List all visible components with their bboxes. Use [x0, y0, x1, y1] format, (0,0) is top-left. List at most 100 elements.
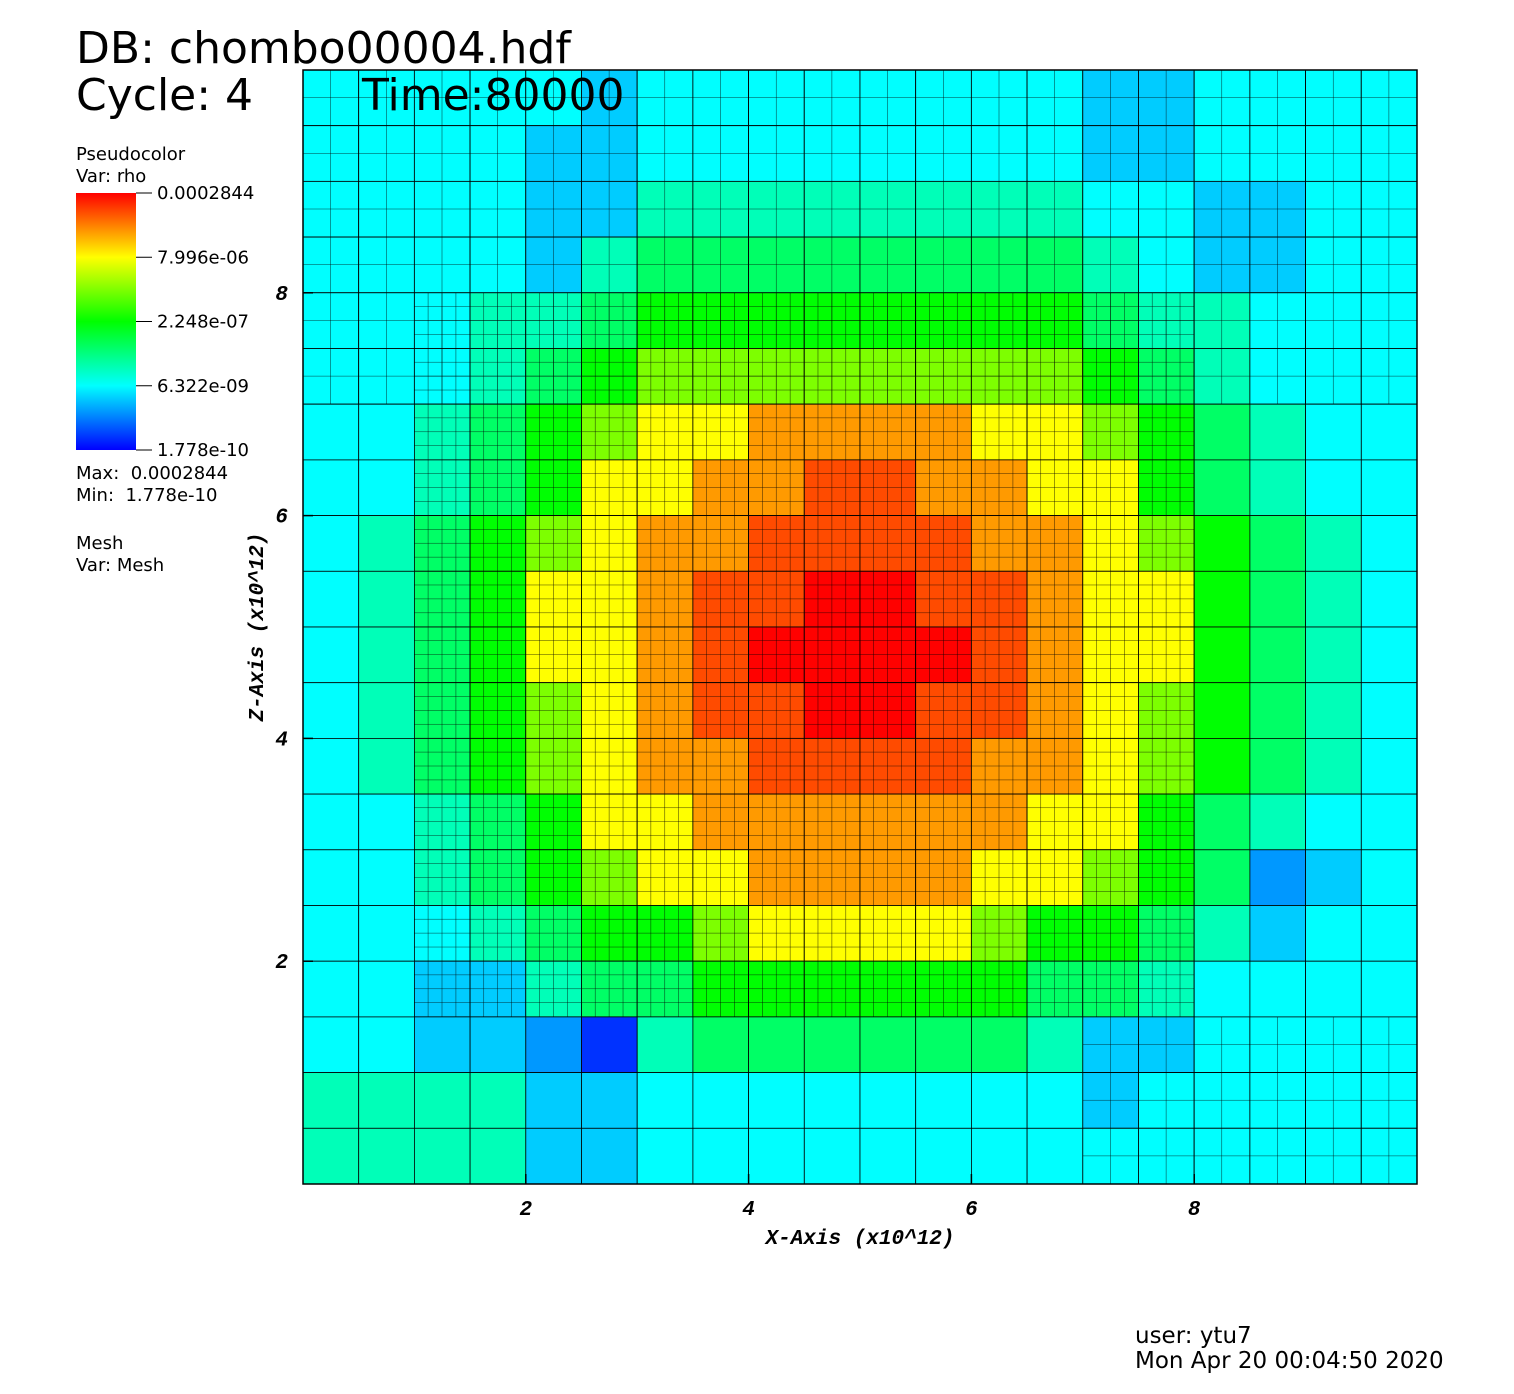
cell	[748, 1016, 805, 1074]
cell	[302, 738, 360, 795]
legend-mesh: Mesh	[76, 533, 123, 554]
cell	[358, 515, 415, 572]
cell	[1193, 793, 1251, 851]
cell	[1360, 570, 1418, 628]
cell	[636, 1072, 694, 1129]
cell	[1249, 403, 1307, 461]
cell	[302, 682, 360, 739]
y-axis-title: Z-Axis (x10^12)	[247, 532, 270, 722]
cell	[358, 682, 415, 739]
cell	[748, 1072, 805, 1129]
cell	[915, 1072, 972, 1129]
cell	[1305, 570, 1362, 628]
cell	[1026, 1072, 1084, 1129]
cell	[1249, 849, 1307, 906]
cell	[358, 905, 415, 962]
legend-mesh-var: Var: Mesh	[76, 555, 164, 576]
cell	[692, 1072, 750, 1129]
cell	[1305, 403, 1362, 461]
cell	[859, 1016, 917, 1074]
cell	[1305, 793, 1362, 851]
y-tick-label: 2	[275, 952, 288, 975]
plot-frame	[302, 69, 1418, 1185]
cell	[1249, 905, 1307, 962]
cell	[859, 1127, 917, 1185]
cell	[915, 1016, 972, 1074]
cell	[803, 1016, 861, 1074]
cell	[1026, 1016, 1084, 1074]
cell	[358, 849, 415, 906]
cell	[1249, 626, 1307, 684]
cell	[803, 1127, 861, 1185]
cell	[525, 1016, 582, 1074]
cell	[1305, 682, 1362, 739]
colorbar-tick-label: 0.0002844	[157, 183, 254, 204]
cell	[1360, 960, 1418, 1018]
cell	[413, 1016, 471, 1074]
cell	[748, 1127, 805, 1185]
cell	[971, 1016, 1028, 1074]
cell	[469, 1127, 527, 1185]
cell	[358, 1016, 415, 1074]
cycle: Cycle: 4	[76, 70, 253, 121]
cell	[469, 1016, 527, 1074]
cell	[1193, 849, 1251, 906]
cell	[1360, 682, 1418, 739]
cell	[358, 738, 415, 795]
cell	[1305, 960, 1362, 1018]
colorbar	[76, 193, 136, 450]
cell	[302, 626, 360, 684]
cell	[692, 1016, 750, 1074]
cell	[1249, 793, 1307, 851]
cell	[915, 1127, 972, 1185]
cell	[1305, 905, 1362, 962]
cell	[1193, 682, 1251, 739]
cell	[581, 1072, 638, 1129]
cell	[302, 1016, 360, 1074]
cell	[358, 793, 415, 851]
cell	[413, 1072, 471, 1129]
cell	[1305, 515, 1362, 572]
cell	[302, 570, 360, 628]
cell	[1360, 403, 1418, 461]
cell	[302, 459, 360, 516]
y-tick-label: 6	[275, 507, 288, 530]
mesh-fine	[414, 292, 1195, 1017]
cell	[302, 793, 360, 851]
cell	[1193, 570, 1251, 628]
cell	[581, 1016, 638, 1074]
cell	[1360, 905, 1418, 962]
cell	[971, 1127, 1028, 1185]
cell	[581, 1127, 638, 1185]
cell	[1305, 738, 1362, 795]
cell	[1249, 570, 1307, 628]
x-tick-label: 4	[742, 1199, 755, 1222]
y-tick-label: 8	[275, 284, 288, 307]
cell	[1249, 960, 1307, 1018]
colorbar-tick-label: 7.996e-06	[157, 247, 249, 268]
colorbar-tick-label: 2.248e-07	[157, 312, 249, 333]
x-axis-title: X-Axis (x10^12)	[763, 1228, 954, 1251]
cell	[1249, 459, 1307, 516]
cell	[1249, 682, 1307, 739]
time: Time:80000	[361, 70, 624, 121]
cell	[358, 1072, 415, 1129]
cell	[525, 1072, 582, 1129]
mesh-bottom-right	[1083, 1017, 1417, 1184]
cell	[859, 1072, 917, 1129]
cell	[302, 1072, 360, 1129]
cell	[525, 1127, 582, 1185]
cell	[1249, 738, 1307, 795]
cell	[1360, 738, 1418, 795]
colorbar-tick-label: 6.322e-09	[157, 376, 249, 397]
cell	[636, 1127, 694, 1185]
legend-plot: Pseudocolor	[76, 144, 186, 165]
cell	[358, 960, 415, 1018]
cell	[1193, 403, 1251, 461]
cell	[1193, 459, 1251, 516]
legend-var: Var: rho	[76, 166, 146, 187]
cell	[358, 626, 415, 684]
cell	[1305, 459, 1362, 516]
cell	[1193, 738, 1251, 795]
